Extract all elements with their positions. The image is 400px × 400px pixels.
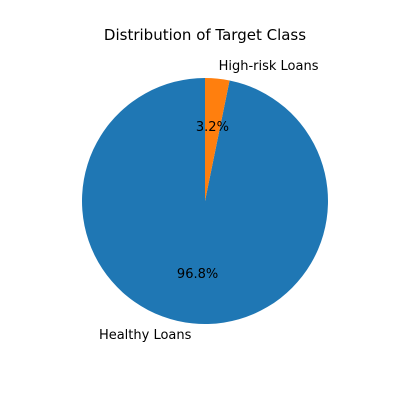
pie-slices — [82, 78, 328, 324]
chart-title: Distribution of Target Class — [104, 26, 306, 44]
pie-percent-label: 96.8% — [177, 267, 218, 282]
pie-category-label: High-risk Loans — [219, 59, 319, 74]
pie-slice-high-risk-loans — [205, 78, 230, 201]
pie-percent-label: 3.2% — [196, 120, 229, 135]
pie-labels: Healthy Loans 96.8% High-risk Loans 3.2% — [99, 59, 319, 343]
pie-category-label: Healthy Loans — [99, 328, 192, 343]
